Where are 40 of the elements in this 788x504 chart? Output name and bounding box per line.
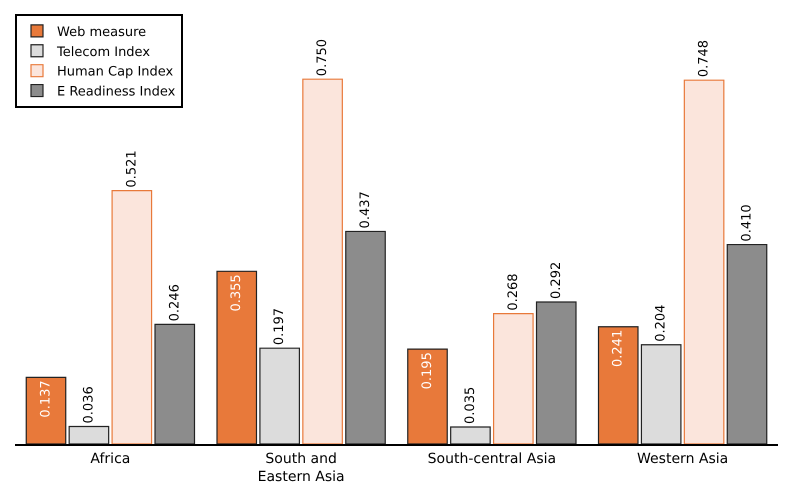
data-label: 0.204	[654, 304, 669, 342]
bar	[68, 426, 110, 444]
legend-label: E Readiness Index	[57, 84, 176, 100]
data-label: 0.035	[462, 386, 478, 424]
bar	[726, 244, 768, 444]
bar	[407, 348, 448, 444]
data-label: 0.036	[81, 386, 96, 424]
bar	[216, 270, 258, 444]
x-tick-label: Western Asia	[637, 450, 728, 467]
x-tick-label: South and Eastern Asia	[258, 450, 345, 485]
bar	[536, 301, 577, 444]
data-label: 0.137	[38, 380, 54, 418]
bar	[111, 190, 152, 444]
bar	[684, 80, 724, 444]
data-label: 0.197	[272, 308, 288, 346]
bar	[492, 313, 534, 444]
bar	[302, 78, 343, 444]
data-label: 0.750	[315, 38, 330, 76]
bar	[259, 348, 300, 444]
data-label: 0.437	[358, 191, 374, 228]
bar	[154, 324, 196, 444]
legend-label: Web measure	[57, 24, 146, 40]
x-tick-label: Africa	[90, 450, 130, 467]
bar	[345, 230, 386, 444]
data-label: 0.521	[124, 150, 140, 188]
data-label: 0.748	[696, 40, 712, 78]
legend-label: Human Cap Index	[57, 64, 174, 80]
data-label: 0.195	[420, 352, 435, 390]
bar	[598, 326, 639, 444]
bar	[450, 426, 491, 444]
data-label: 0.410	[740, 204, 755, 242]
x-tick-label: South-central Asia	[428, 450, 556, 467]
data-label: 0.241	[610, 330, 626, 367]
bar	[640, 344, 682, 444]
data-label: 0.355	[229, 274, 244, 312]
data-label: 0.292	[548, 262, 564, 299]
bar	[26, 376, 66, 444]
legend-label: Telecom Index	[56, 44, 150, 60]
data-label: 0.246	[167, 284, 182, 322]
data-label: 0.268	[506, 273, 521, 311]
